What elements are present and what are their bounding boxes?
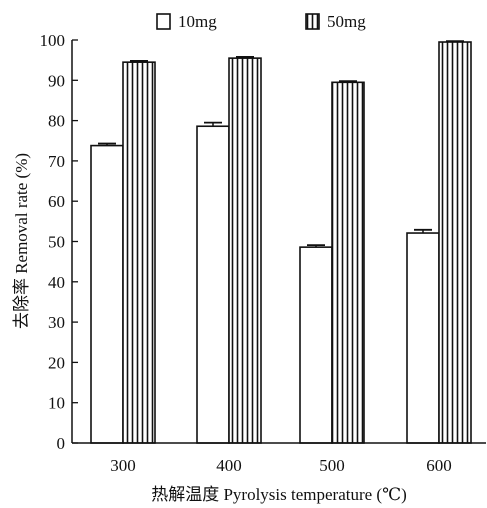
- legend-swatch-50mg: [305, 13, 320, 30]
- bar-10mg-400: [196, 125, 230, 444]
- x-tick-label-400: 400: [216, 456, 242, 475]
- x-axis-title: 热解温度 Pyrolysis temperature (℃): [151, 485, 407, 504]
- bar-10mg-300: [90, 144, 124, 444]
- bar-50mg-300: [122, 61, 156, 444]
- bars: [90, 40, 472, 444]
- y-tick-label-40: 40: [48, 273, 65, 292]
- legend-label-50mg: 50mg: [327, 12, 366, 31]
- y-tick-label-50: 50: [48, 233, 65, 252]
- legend-swatch-10mg: [156, 13, 171, 30]
- y-tick-label-90: 90: [48, 71, 65, 90]
- y-tick-label-20: 20: [48, 353, 65, 372]
- y-tick-label-80: 80: [48, 112, 65, 131]
- y-tick-label-0: 0: [57, 434, 66, 453]
- bar-10mg-600: [406, 232, 440, 444]
- legend-label-10mg: 10mg: [178, 12, 217, 31]
- y-tick-label-70: 70: [48, 152, 65, 171]
- y-axis: 0 10 20 30 40 50 60 70 80 90 100: [40, 31, 78, 453]
- x-axis: 300 400 500 600: [110, 456, 452, 475]
- y-tick-label-100: 100: [40, 31, 66, 50]
- y-axis-title: 去除率 Removal rate (%): [12, 153, 31, 329]
- bar-10mg-500: [299, 246, 333, 444]
- bar-50mg-500: [331, 81, 365, 444]
- y-tick-label-30: 30: [48, 313, 65, 332]
- y-tick-label-60: 60: [48, 192, 65, 211]
- bar-50mg-400: [228, 57, 262, 444]
- x-tick-label-300: 300: [110, 456, 136, 475]
- x-tick-label-600: 600: [426, 456, 452, 475]
- y-tick-label-10: 10: [48, 394, 65, 413]
- x-tick-label-500: 500: [319, 456, 345, 475]
- bar-50mg-600: [438, 41, 472, 444]
- legend: 10mg 50mg: [156, 12, 366, 31]
